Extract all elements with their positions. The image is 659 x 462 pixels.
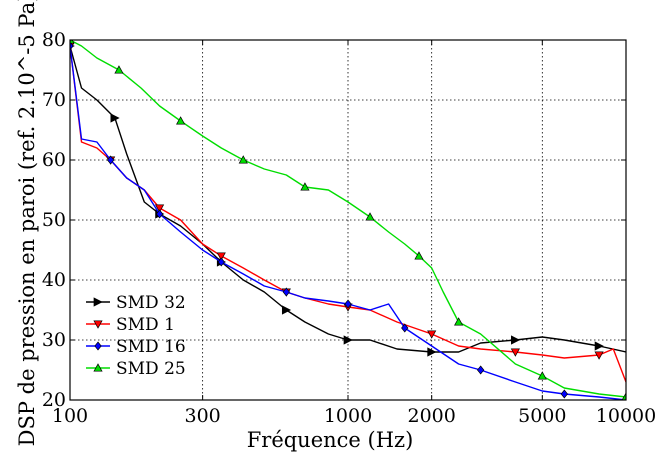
series-marker bbox=[216, 252, 226, 261]
series-marker bbox=[217, 257, 225, 267]
x-tick-label: 10000 bbox=[596, 405, 656, 427]
y-tick-label: 50 bbox=[42, 209, 66, 231]
series-marker bbox=[401, 323, 409, 333]
y-tick-label: 60 bbox=[42, 149, 66, 171]
series-marker bbox=[560, 389, 568, 399]
series-marker bbox=[154, 204, 165, 213]
legend-label: SMD 32 bbox=[116, 293, 186, 313]
series-marker bbox=[114, 65, 124, 74]
series-marker bbox=[343, 335, 353, 345]
series-marker bbox=[110, 113, 120, 123]
series-line-smd-25 bbox=[70, 40, 626, 398]
series-marker bbox=[511, 335, 521, 345]
legend-label: SMD 25 bbox=[116, 359, 186, 379]
series-marker bbox=[106, 155, 115, 165]
legend-label: SMD 16 bbox=[116, 337, 186, 357]
series-marker bbox=[414, 251, 424, 260]
series-marker bbox=[365, 212, 375, 221]
x-tick-label: 2000 bbox=[408, 405, 456, 427]
x-tick-label: 1000 bbox=[324, 405, 372, 427]
series-marker bbox=[70, 40, 75, 44]
y-tick-label: 40 bbox=[42, 269, 66, 291]
y-axis-label: DSP de pression en paroi (ref. 2.10^-5 P… bbox=[15, 0, 39, 446]
x-axis-label: Fréquence (Hz) bbox=[247, 428, 414, 452]
series-marker bbox=[510, 348, 520, 357]
plot-area bbox=[70, 40, 626, 400]
series-marker bbox=[344, 299, 352, 309]
series-marker bbox=[427, 347, 437, 357]
legend-label: SMD 1 bbox=[116, 315, 175, 335]
y-tick-label: 80 bbox=[42, 29, 66, 51]
y-tick-label: 20 bbox=[42, 389, 66, 411]
series-marker bbox=[300, 182, 310, 191]
series-line-smd-16 bbox=[70, 45, 626, 400]
series-marker bbox=[621, 392, 626, 400]
series-marker bbox=[238, 155, 248, 164]
x-tick-label: 5000 bbox=[518, 405, 566, 427]
legend-swatch-marker bbox=[94, 341, 102, 351]
legend-swatch-marker bbox=[93, 297, 103, 307]
series-marker bbox=[155, 209, 164, 219]
legend-swatch-marker bbox=[93, 363, 103, 372]
legend-swatch-marker bbox=[93, 320, 103, 329]
series-marker bbox=[427, 330, 437, 339]
y-tick-label: 30 bbox=[42, 329, 66, 351]
series-line-smd-32 bbox=[70, 45, 626, 353]
series-marker bbox=[594, 341, 604, 351]
series-marker bbox=[454, 317, 464, 326]
series-marker bbox=[476, 365, 485, 375]
series-marker bbox=[537, 371, 547, 380]
series-marker bbox=[70, 41, 74, 51]
axis-ticks: 100 300 1000 2000 5000 10000 20 30 40 50 60 70 80 bbox=[42, 29, 656, 427]
x-tick-label: 100 bbox=[52, 405, 88, 427]
y-tick-label: 70 bbox=[42, 89, 66, 111]
series-marker bbox=[176, 116, 186, 125]
series-marker bbox=[281, 305, 292, 315]
series-marker bbox=[594, 351, 604, 360]
series-marker bbox=[282, 287, 290, 297]
x-tick-label: 300 bbox=[185, 405, 221, 427]
